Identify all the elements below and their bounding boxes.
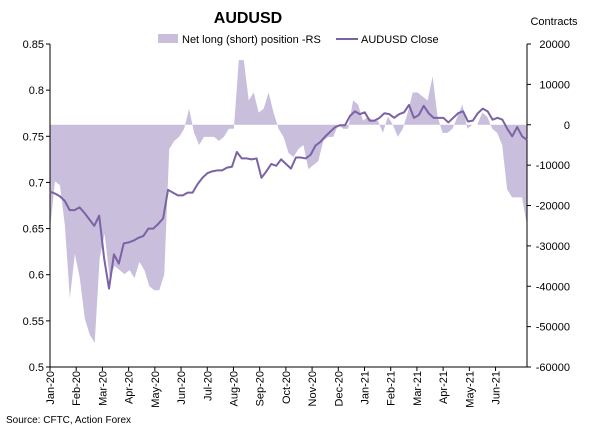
left-tick-label: 0.5: [29, 362, 44, 374]
right-tick-label: -50000: [536, 322, 570, 334]
right-tick-label: 20000: [539, 39, 570, 51]
audusd-close-line: [49, 103, 528, 290]
legend-swatch-net-position: [158, 34, 178, 43]
x-tick-label: Mar-20: [97, 371, 109, 406]
left-tick-label: 0.75: [23, 131, 44, 143]
x-tick-label: May-20: [150, 371, 162, 408]
right-tick-label: -20000: [536, 201, 570, 213]
x-tick-label: Mar-21: [412, 371, 424, 406]
right-tick-label: -10000: [536, 160, 570, 172]
right-tick-label: 0: [564, 120, 570, 132]
legend-label-audusd: AUDUSD Close: [361, 34, 439, 46]
left-tick-label: 0.65: [23, 224, 44, 236]
x-tick-label: Jan-21: [360, 371, 372, 405]
net-position-area: [50, 60, 527, 343]
right-tick-label: -30000: [536, 241, 570, 253]
right-tick-label: -40000: [536, 281, 570, 293]
x-tick-label: Jun-21: [491, 371, 503, 405]
left-tick-label: 0.85: [23, 39, 44, 51]
right-tick-label: -60000: [536, 362, 570, 374]
x-tick-label: Oct-20: [281, 371, 293, 404]
left-tick-label: 0.8: [29, 85, 44, 97]
plot-area: 0.85 0.8 0.75 0.7 0.65 0.6 0.55 0.5 20000 10000 0 -…: [23, 39, 570, 408]
x-tick-label: May-21: [464, 371, 476, 408]
x-tick-label: Jun-20: [176, 371, 188, 405]
right-tick-label: 10000: [539, 79, 570, 91]
x-tick-label: Jul-20: [202, 371, 214, 401]
legend: Net long (short) position -RS AUDUSD Clo…: [158, 34, 439, 46]
left-tick-label: 0.6: [29, 270, 44, 282]
x-tick-label: Dec-20: [333, 371, 345, 406]
x-tick-label: Sep-20: [255, 371, 267, 406]
chart-title: AUDUSD: [214, 10, 282, 27]
right-axis-title: Contracts: [530, 16, 578, 28]
source-note: Source: CFTC, Action Forex: [6, 415, 131, 426]
x-tick-label: Aug-20: [228, 371, 240, 406]
legend-label-net-position: Net long (short) position -RS: [182, 34, 321, 46]
x-tick-label: Apr-21: [438, 371, 450, 404]
x-tick-label: Feb-20: [71, 371, 83, 406]
x-tick-label: Feb-21: [386, 371, 398, 406]
x-tick-label: Apr-20: [124, 371, 136, 404]
x-tick-label: Jan-20: [45, 371, 57, 405]
left-tick-label: 0.55: [23, 316, 44, 328]
x-tick-label: Nov-20: [307, 371, 319, 406]
left-tick-label: 0.7: [29, 177, 44, 189]
